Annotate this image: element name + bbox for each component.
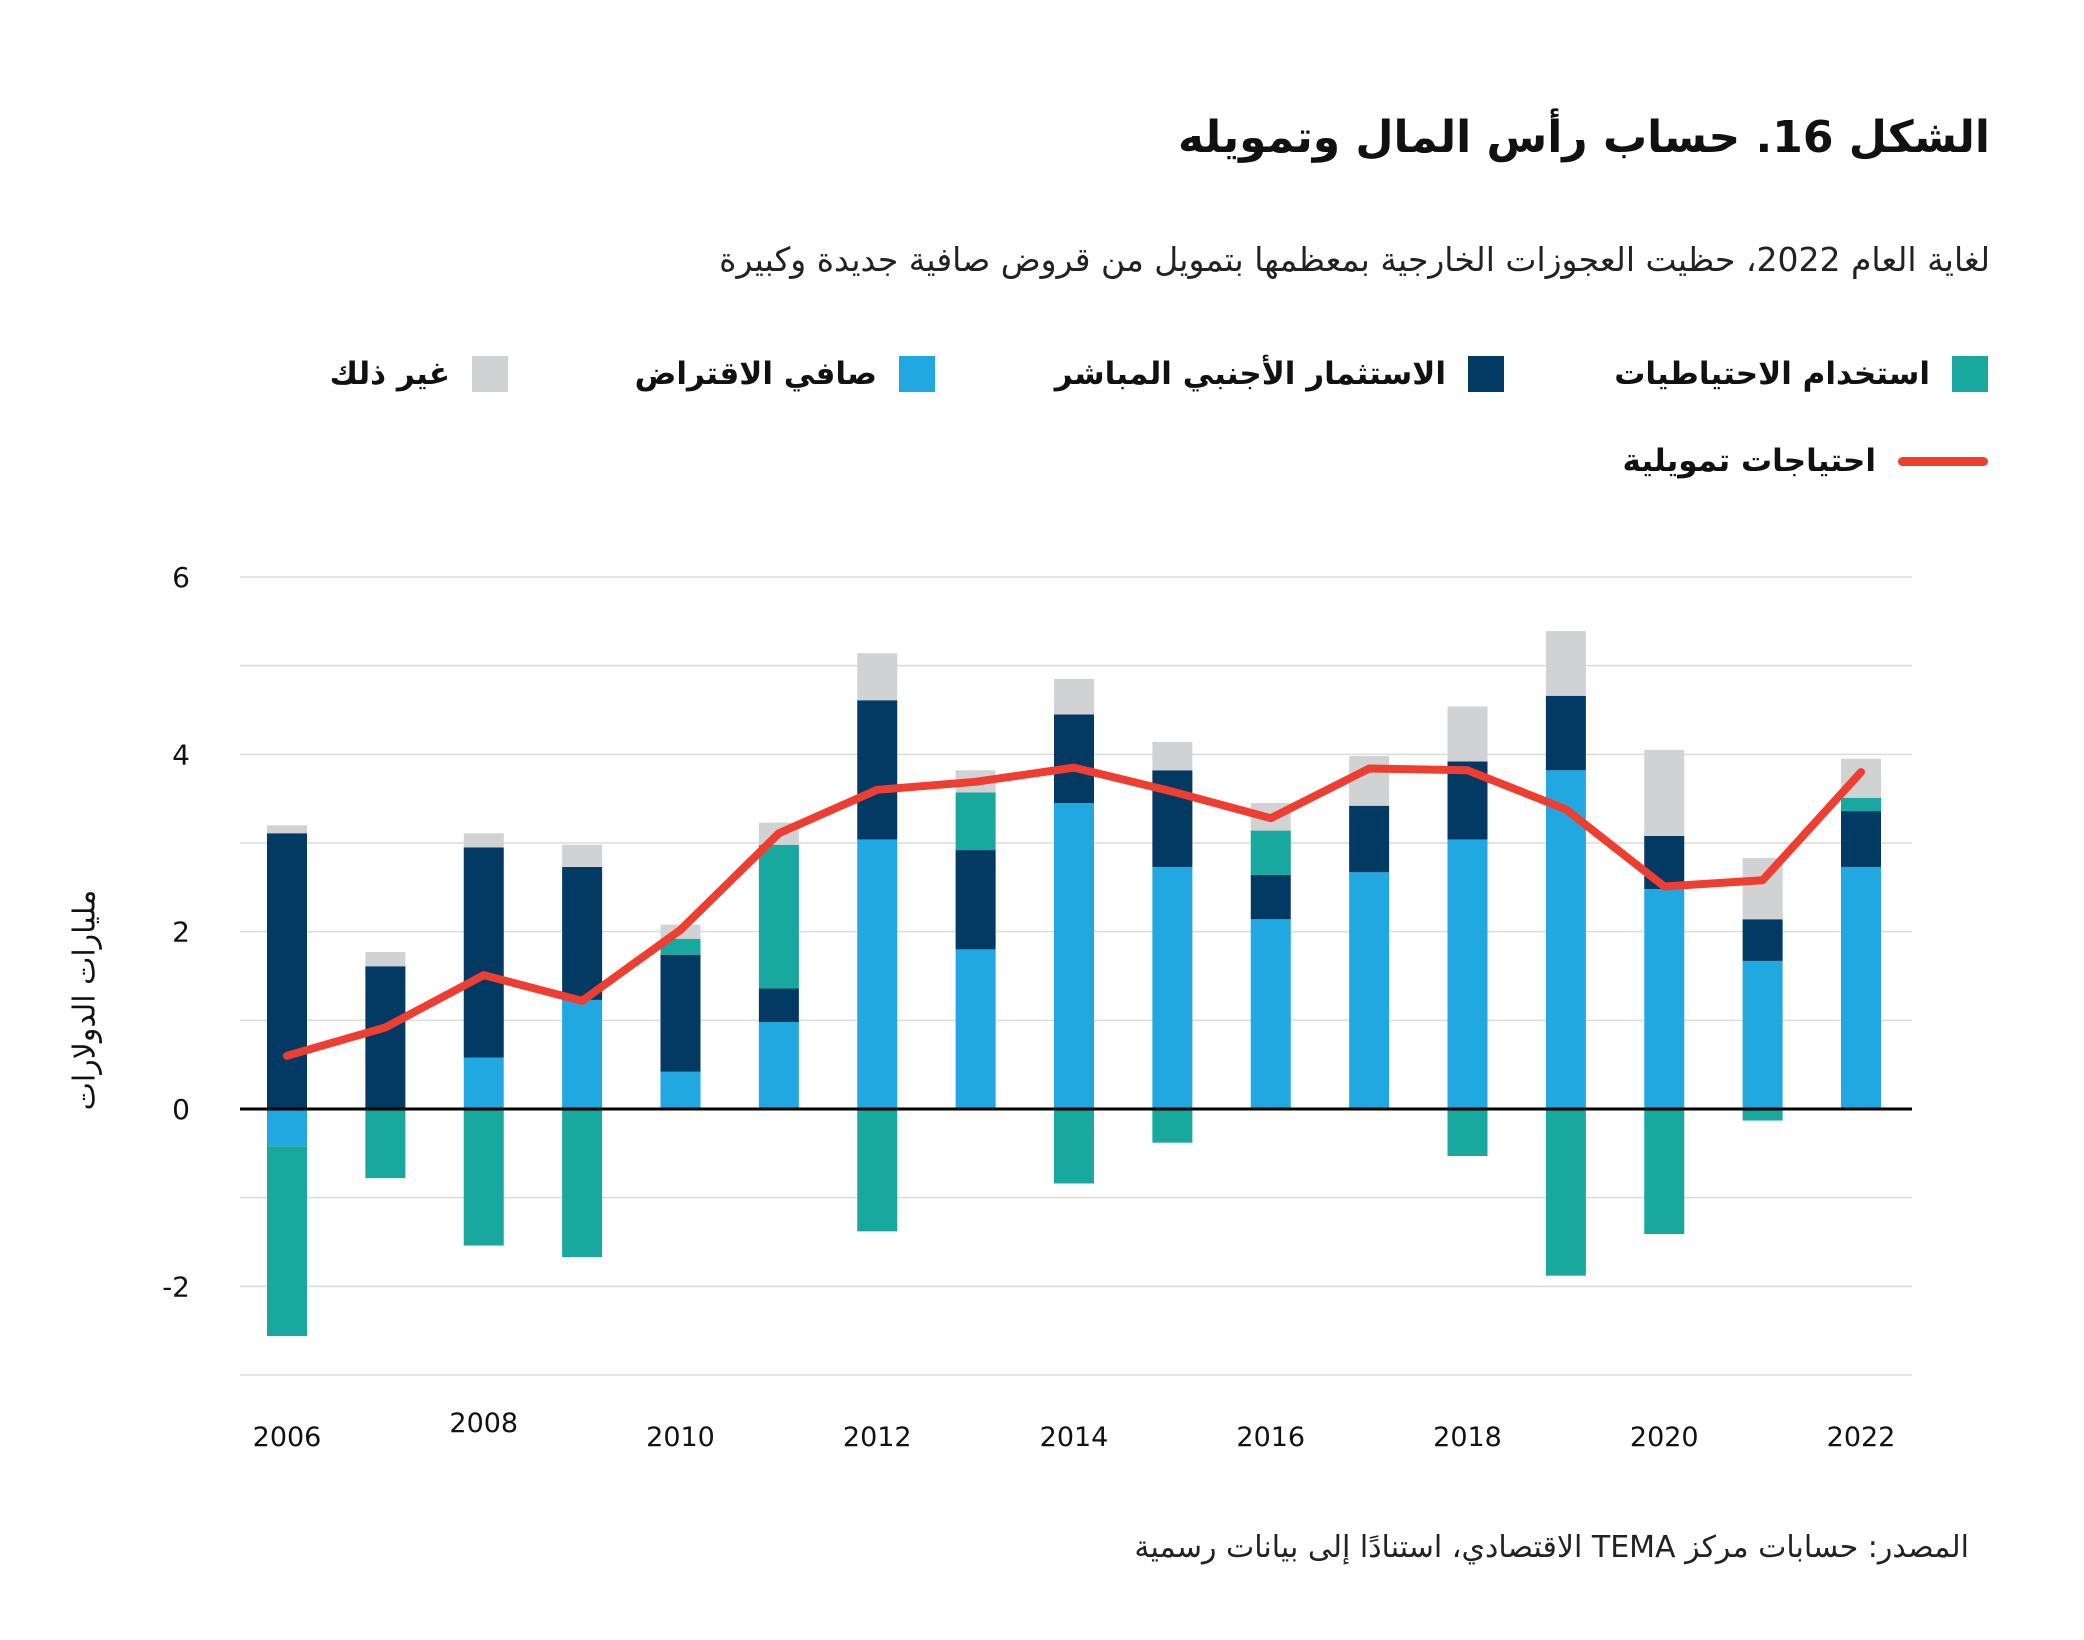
legend-label: الاستثمار الأجنبي المباشر bbox=[1054, 356, 1446, 392]
bar-segment bbox=[857, 839, 898, 1109]
legend-label: غير ذلك bbox=[329, 356, 450, 392]
bar-segment bbox=[463, 1109, 504, 1246]
x-tick-label: 2008 bbox=[449, 1408, 518, 1439]
source-note: المصدر: حسابات مركز TEMA الاقتصادي، استن… bbox=[1134, 1530, 1969, 1565]
bar-segment bbox=[758, 988, 799, 1023]
bar-segment bbox=[1545, 1109, 1586, 1276]
bar-segment bbox=[365, 1109, 406, 1179]
bar-segment bbox=[1349, 756, 1390, 806]
bar-segment bbox=[857, 653, 898, 701]
legend-item-other: غير ذلك bbox=[330, 356, 508, 392]
bar-segment bbox=[955, 792, 996, 851]
bar-segment bbox=[1841, 797, 1881, 812]
x-tick-label: 2006 bbox=[253, 1422, 322, 1453]
y-tick-label: 4 bbox=[172, 738, 190, 771]
bar-segment bbox=[365, 952, 406, 967]
bar-segment bbox=[1054, 678, 1094, 715]
bar-segment bbox=[562, 866, 603, 1000]
bar-segment bbox=[1250, 919, 1291, 1109]
x-tick-label: 2012 bbox=[843, 1422, 912, 1453]
bar-segment bbox=[1349, 872, 1390, 1109]
x-tick-label: 2018 bbox=[1433, 1422, 1502, 1453]
bar-segment bbox=[1250, 874, 1291, 920]
bar-segment bbox=[1742, 1109, 1783, 1121]
bar-segment bbox=[1545, 695, 1586, 771]
bar-segment bbox=[1152, 741, 1193, 771]
bar-segment bbox=[1545, 770, 1586, 1109]
bar-segment bbox=[463, 833, 504, 848]
bar-segment bbox=[365, 966, 406, 1109]
bar-segment bbox=[463, 847, 504, 1058]
bar-segment bbox=[463, 1057, 504, 1109]
bar-segment bbox=[1447, 706, 1488, 762]
bar-segment bbox=[758, 1022, 799, 1109]
bar-segment bbox=[562, 999, 603, 1109]
bar-segment bbox=[758, 844, 799, 989]
bar-segment bbox=[1841, 866, 1881, 1109]
y-tick-label: -2 bbox=[162, 1270, 190, 1303]
bar-segment bbox=[660, 1071, 701, 1109]
legend-swatch-reserves bbox=[1952, 356, 1988, 392]
legend-item-financing-needs: احتياجات تمويلية bbox=[1623, 443, 1988, 479]
bar-segment bbox=[267, 825, 307, 834]
bar-segment bbox=[1644, 1109, 1685, 1235]
bar-segment bbox=[857, 700, 898, 840]
legend-item-fdi: الاستثمار الأجنبي المباشر bbox=[1055, 356, 1504, 392]
bar-segment bbox=[267, 833, 307, 1109]
legend-swatch-net-borrowing bbox=[899, 356, 935, 392]
legend-item-net-borrowing: صافي الاقتراض bbox=[635, 356, 935, 392]
y-tick-label: 2 bbox=[172, 916, 190, 949]
bar-segment bbox=[1447, 1109, 1488, 1156]
bar-segment bbox=[1545, 631, 1586, 696]
x-tick-label: 2010 bbox=[646, 1422, 715, 1453]
bar-segment bbox=[1054, 1109, 1094, 1184]
legend-item-reserves: استخدام الاحتياطيات bbox=[1614, 356, 1988, 392]
legend-label: استخدام الاحتياطيات bbox=[1614, 356, 1930, 392]
bar-segment bbox=[1644, 835, 1685, 890]
x-tick-label: 2016 bbox=[1236, 1422, 1305, 1453]
bar-segment bbox=[1054, 714, 1094, 804]
y-tick-label: 0 bbox=[172, 1093, 190, 1126]
bar-segment bbox=[1644, 749, 1685, 836]
bar-segment bbox=[267, 1146, 307, 1336]
bar-segment bbox=[562, 1109, 603, 1258]
legend-swatch-other bbox=[472, 356, 508, 392]
legend-swatch-financing-needs bbox=[1898, 456, 1988, 466]
bar-segment bbox=[1447, 839, 1488, 1109]
bar-segment bbox=[955, 850, 996, 950]
x-tick-label: 2014 bbox=[1040, 1422, 1109, 1453]
legend-label: صافي الاقتراض bbox=[634, 356, 877, 392]
y-tick-label: 6 bbox=[172, 561, 190, 594]
bar-segment bbox=[1841, 811, 1881, 867]
legend-swatch-fdi bbox=[1468, 356, 1504, 392]
bar-segment bbox=[660, 954, 701, 1072]
bar-segment bbox=[1644, 889, 1685, 1109]
bar-segment bbox=[1742, 919, 1783, 961]
bar-segment bbox=[955, 949, 996, 1109]
bar-segment bbox=[660, 938, 701, 955]
chart-subtitle: لغاية العام 2022، حظيت العجوزات الخارجية… bbox=[719, 240, 1990, 279]
x-tick-label: 2022 bbox=[1827, 1422, 1896, 1453]
bar-segment bbox=[1349, 805, 1390, 873]
bar-segment bbox=[267, 1109, 307, 1147]
x-tick-label: 2020 bbox=[1630, 1422, 1699, 1453]
bar-segment bbox=[857, 1109, 898, 1232]
chart-title: الشكل 16. حساب رأس المال وتمويله bbox=[1177, 112, 1990, 163]
bar-segment bbox=[1250, 830, 1291, 875]
bar-segment bbox=[1152, 1109, 1193, 1143]
bar-segment bbox=[1742, 960, 1783, 1109]
bar-segment bbox=[1152, 866, 1193, 1109]
bar-segment bbox=[562, 844, 603, 867]
bar-segment bbox=[1054, 803, 1094, 1109]
legend-label: احتياجات تمويلية bbox=[1622, 443, 1876, 479]
